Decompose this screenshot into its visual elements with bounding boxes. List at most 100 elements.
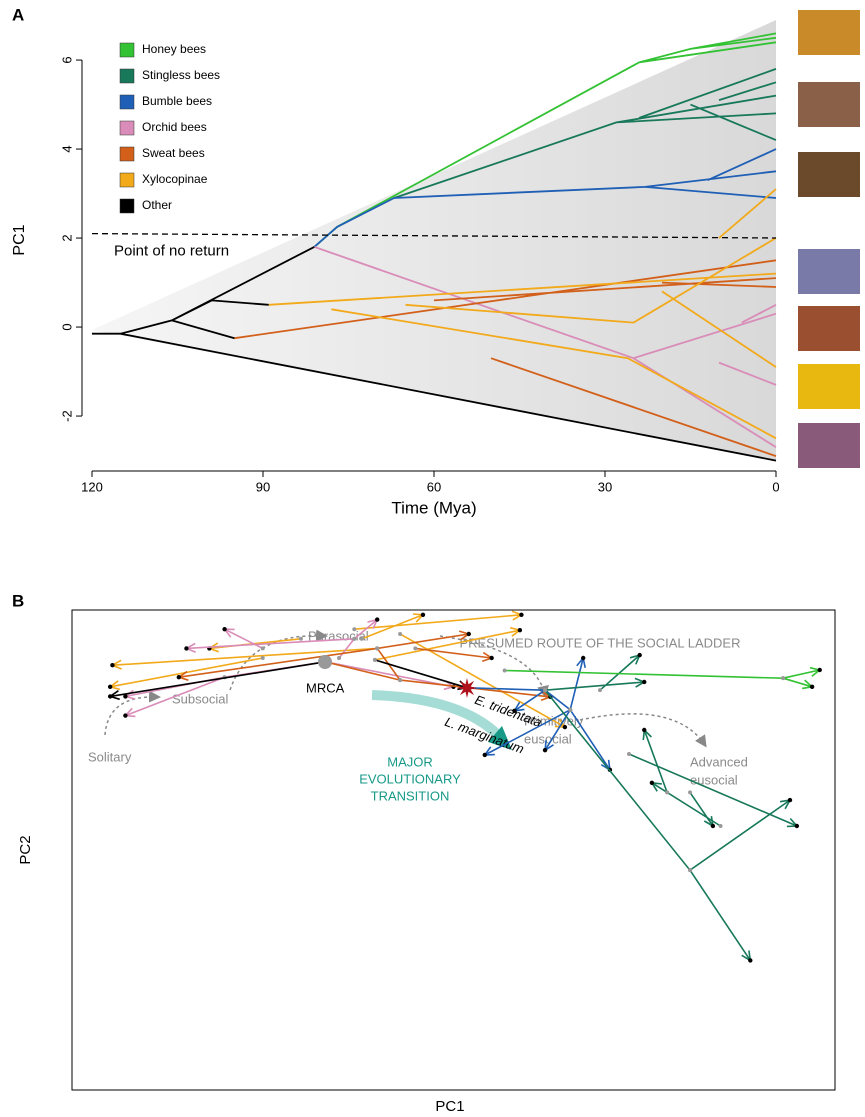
internal-node: [373, 658, 377, 662]
y-axis-label: PC1: [11, 224, 28, 255]
y-tick-label: 2: [59, 234, 74, 241]
plot-frame: [72, 610, 835, 1090]
legend-label: Other: [142, 198, 172, 212]
figure: A B PRESUMED ROUTE OF THE SOCIAL LADDER …: [0, 0, 865, 1117]
tip-node: [375, 617, 379, 621]
x-tick-label: 120: [81, 479, 103, 494]
tip-node: [637, 653, 641, 657]
internal-node: [299, 637, 303, 641]
legend-label: Orchid bees: [142, 120, 207, 134]
tip-node: [711, 824, 715, 828]
annotation: MAJOR: [387, 754, 433, 769]
photo: [798, 10, 860, 55]
x-tick-label: 90: [256, 479, 270, 494]
tip-node: [512, 709, 516, 713]
legend-label: Xylocopinae: [142, 172, 208, 186]
internal-node: [413, 646, 417, 650]
tip-node: [483, 753, 487, 757]
internal-node: [781, 676, 785, 680]
tip-node: [184, 646, 188, 650]
tip-node: [222, 627, 226, 631]
legend-label: Sweat bees: [142, 146, 205, 160]
branch-line: [110, 660, 467, 697]
internal-node: [375, 646, 379, 650]
y-tick-label: 0: [59, 323, 74, 330]
legend-swatch: [120, 147, 134, 161]
photos: [798, 10, 860, 468]
annotation: Solitary: [88, 749, 132, 764]
tip-node: [108, 685, 112, 689]
page: A B PRESUMED ROUTE OF THE SOCIAL LADDER …: [0, 0, 865, 1117]
tip-node: [177, 675, 181, 679]
tip-node: [108, 694, 112, 698]
photo: [798, 152, 860, 197]
internal-node: [598, 688, 602, 692]
photo: [798, 423, 860, 468]
tip-node: [467, 632, 471, 636]
tip-node: [650, 781, 654, 785]
annotation: Advanced: [690, 754, 748, 769]
tip-node: [748, 958, 752, 962]
photo: [798, 364, 860, 409]
tip-node: [543, 748, 547, 752]
internal-node: [665, 790, 669, 794]
tip-node: [563, 725, 567, 729]
internal-node: [688, 790, 692, 794]
legend-swatch: [120, 95, 134, 109]
x-tick-label: 0: [772, 479, 779, 494]
internal-node: [337, 656, 341, 660]
y-tick-label: -2: [59, 410, 74, 422]
tip-node: [810, 685, 814, 689]
tip-node: [642, 680, 646, 684]
internal-node: [352, 627, 356, 631]
y-tick-label: 4: [59, 145, 74, 152]
x-axis-label: Time (Mya): [391, 498, 476, 517]
x-tick-label: 30: [598, 479, 612, 494]
tip-node: [110, 663, 114, 667]
tip-node: [788, 798, 792, 802]
annotation: EVOLUTIONARY: [359, 771, 461, 786]
legend-swatch: [120, 199, 134, 213]
internal-node: [398, 632, 402, 636]
legend-swatch: [120, 69, 134, 83]
tip-node: [518, 628, 522, 632]
internal-node: [568, 708, 572, 712]
photo: [798, 82, 860, 127]
annotation: eusocial: [690, 772, 738, 787]
internal-node: [688, 868, 692, 872]
internal-node: [503, 668, 507, 672]
mrca-node: [318, 655, 332, 669]
panel-label: A: [12, 5, 24, 24]
photo: [798, 306, 860, 351]
tip-node: [123, 713, 127, 717]
y-axis-label: PC2: [17, 835, 34, 864]
legend-label: Honey bees: [142, 42, 206, 56]
legend-label: Bumble bees: [142, 94, 212, 108]
panel-label: B: [12, 591, 24, 610]
tip-node: [489, 656, 493, 660]
internal-node: [398, 678, 402, 682]
x-axis-label: PC1: [435, 1098, 464, 1115]
internal-node: [719, 824, 723, 828]
reference-label: Point of no return: [114, 243, 229, 260]
transition-star: [457, 678, 477, 698]
annotation: PRESUMED ROUTE OF THE SOCIAL LADDER: [460, 635, 741, 650]
branch-line: [545, 655, 797, 960]
internal-node: [627, 752, 631, 756]
tip-node: [642, 728, 646, 732]
annotation: TRANSITION: [371, 788, 450, 803]
branch-line: [505, 670, 820, 687]
y-tick-label: 6: [59, 56, 74, 63]
tip-node: [818, 668, 822, 672]
annotation: MRCA: [306, 680, 345, 695]
internal-node: [543, 688, 547, 692]
internal-node: [360, 637, 364, 641]
legend-swatch: [120, 173, 134, 187]
legend-swatch: [120, 43, 134, 57]
internal-node: [261, 646, 265, 650]
tip-node: [581, 656, 585, 660]
tip-node: [795, 824, 799, 828]
tip-node: [519, 613, 523, 617]
internal-node: [261, 656, 265, 660]
x-tick-label: 60: [427, 479, 441, 494]
